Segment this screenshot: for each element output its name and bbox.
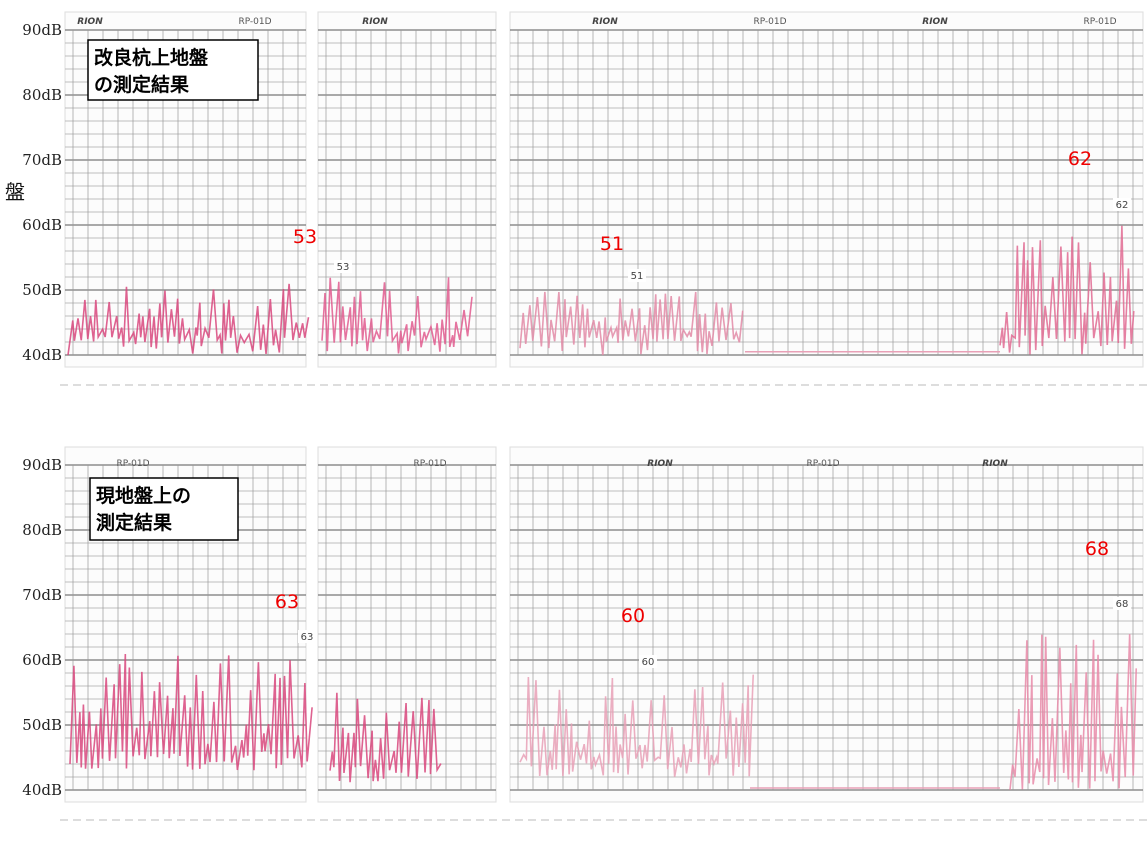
paper-header: RP-01D bbox=[238, 17, 271, 27]
peak-annotation: 62 bbox=[1068, 148, 1092, 170]
recorder-charts: 90dB 80dB 70dB 60dB 50dB 40dB RION RP-01D RION RI… bbox=[0, 0, 1147, 843]
paper-header: RION bbox=[647, 459, 673, 469]
paper-header: RP-01D bbox=[753, 17, 786, 27]
y-axis-label: 80dB bbox=[22, 521, 62, 539]
peak-annotation: 51 bbox=[600, 233, 624, 255]
pen-mark: 63 bbox=[301, 632, 314, 643]
peak-annotation: 60 bbox=[621, 605, 645, 627]
peak-annotation: 53 bbox=[293, 226, 317, 248]
paper-header: RP-01D bbox=[116, 459, 149, 469]
pen-mark: 60 bbox=[642, 657, 655, 668]
y-axis-label: 60dB bbox=[22, 216, 62, 234]
paper-header: RP-01D bbox=[806, 459, 839, 469]
y-axis-label: 50dB bbox=[22, 716, 62, 734]
title-box-text: 現地盤上の bbox=[96, 484, 191, 507]
y-axis-label: 90dB bbox=[22, 456, 62, 474]
y-axis-label: 70dB bbox=[22, 151, 62, 169]
paper-header: RP-01D bbox=[1083, 17, 1116, 27]
y-axis-label: 40dB bbox=[22, 781, 62, 799]
paper-strip bbox=[510, 12, 1143, 367]
paper-header: RION bbox=[982, 459, 1008, 469]
title-box-text: 測定結果 bbox=[96, 511, 172, 534]
y-axis-label: 60dB bbox=[22, 651, 62, 669]
paper-header: RP-01D bbox=[413, 459, 446, 469]
y-axis-label: 80dB bbox=[22, 86, 62, 104]
pen-mark: 62 bbox=[1116, 200, 1129, 211]
paper-header: RION bbox=[77, 17, 103, 27]
side-label: 盤 bbox=[5, 180, 25, 204]
title-box-text: の測定結果 bbox=[94, 73, 189, 96]
chart-paper bbox=[60, 12, 1147, 820]
y-axis-label: 90dB bbox=[22, 21, 62, 39]
y-axis-label: 50dB bbox=[22, 281, 62, 299]
paper-strip bbox=[318, 12, 496, 367]
peak-annotation: 63 bbox=[275, 591, 299, 613]
peak-annotation: 68 bbox=[1085, 538, 1109, 560]
title-box-text: 改良杭上地盤 bbox=[94, 46, 209, 69]
paper-header: RION bbox=[922, 17, 948, 27]
y-axis-label: 40dB bbox=[22, 346, 62, 364]
paper-header: RION bbox=[362, 17, 388, 27]
pen-mark: 53 bbox=[337, 262, 350, 273]
pen-mark: 51 bbox=[631, 271, 644, 282]
pen-mark: 68 bbox=[1116, 599, 1129, 610]
y-axis-label: 70dB bbox=[22, 586, 62, 604]
paper-header: RION bbox=[592, 17, 618, 27]
